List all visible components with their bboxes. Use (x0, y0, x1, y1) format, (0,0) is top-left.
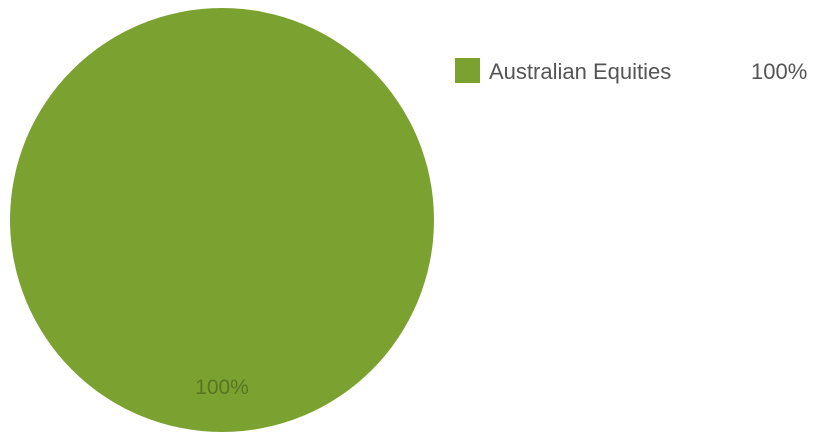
pie-slice-label-0: 100% (195, 376, 249, 399)
legend-value-0: 100% (751, 59, 807, 84)
pie-slice-labels: 100% (195, 376, 249, 399)
pie-slice-0 (10, 8, 434, 432)
pie-slices (10, 8, 434, 432)
legend: Australian Equities 100% (455, 58, 807, 84)
legend-swatch-0 (455, 58, 480, 83)
legend-label-0: Australian Equities (489, 59, 671, 84)
